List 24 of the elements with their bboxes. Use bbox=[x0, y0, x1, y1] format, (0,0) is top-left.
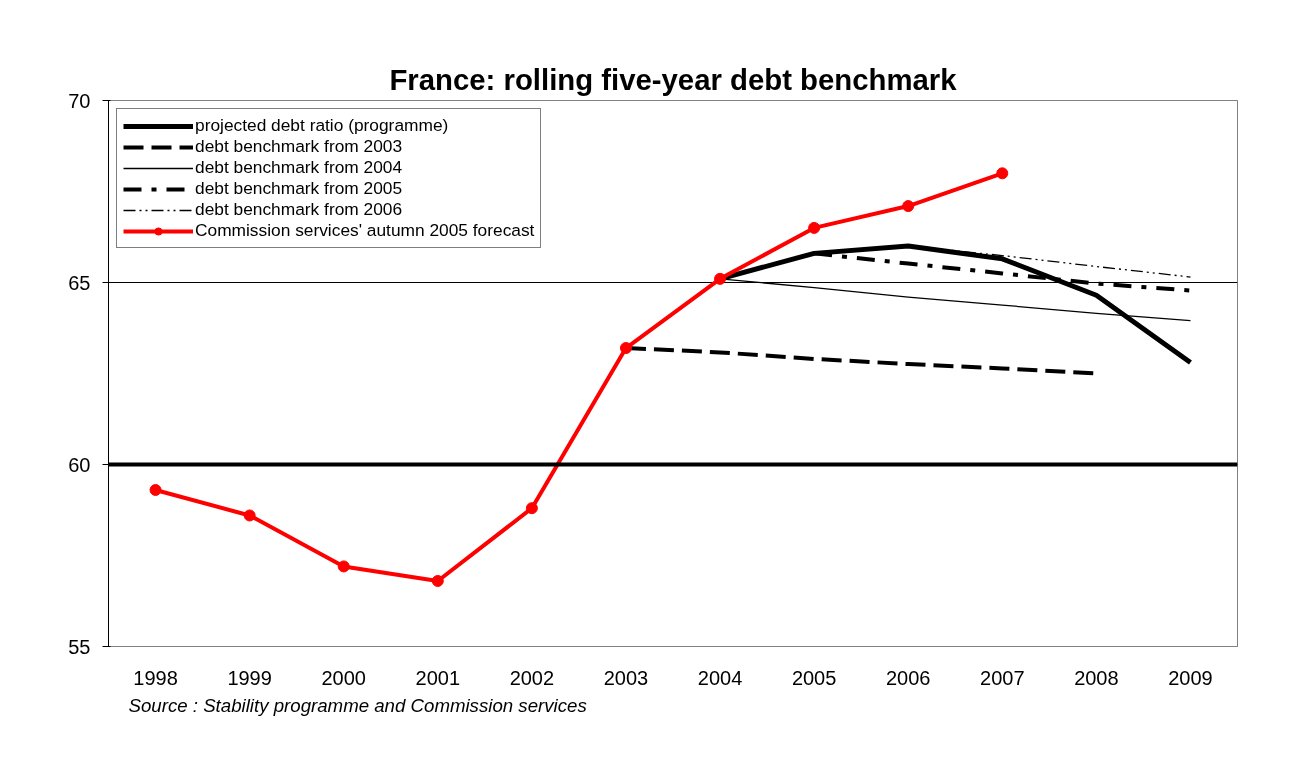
x-tick-label: 2001 bbox=[415, 666, 461, 689]
x-tick-label: 2009 bbox=[1168, 666, 1213, 689]
x-tick-label: 2005 bbox=[791, 666, 837, 689]
y-tick-label: 70 bbox=[68, 89, 91, 112]
x-tick-label: 2007 bbox=[980, 666, 1025, 689]
x-tick-label: 2004 bbox=[697, 666, 743, 689]
legend-label: Commission services' autumn 2005 forecast bbox=[195, 220, 535, 241]
x-tick-label: 2006 bbox=[885, 666, 931, 689]
y-tick-label: 55 bbox=[68, 635, 91, 658]
x-tick-label: 2000 bbox=[321, 666, 366, 689]
x-tick-label: 1998 bbox=[133, 666, 178, 689]
legend-label: debt benchmark from 2006 bbox=[195, 199, 403, 220]
y-tick-label: 65 bbox=[68, 271, 91, 294]
x-tick-label: 2008 bbox=[1074, 666, 1119, 689]
x-tick-label: 1999 bbox=[227, 666, 272, 689]
x-tick-label: 2003 bbox=[603, 666, 649, 689]
legend-label: debt benchmark from 2003 bbox=[195, 136, 403, 157]
y-tick-label: 60 bbox=[68, 453, 91, 476]
legend-label: debt benchmark from 2004 bbox=[195, 157, 403, 178]
chart-title: France: rolling five-year debt benchmark bbox=[389, 62, 958, 96]
source-note: Source : Stability programme and Commission services bbox=[128, 694, 587, 716]
legend-label: debt benchmark from 2005 bbox=[195, 178, 403, 199]
legend-label: projected debt ratio (programme) bbox=[195, 115, 449, 136]
x-tick-label: 2002 bbox=[509, 666, 555, 689]
